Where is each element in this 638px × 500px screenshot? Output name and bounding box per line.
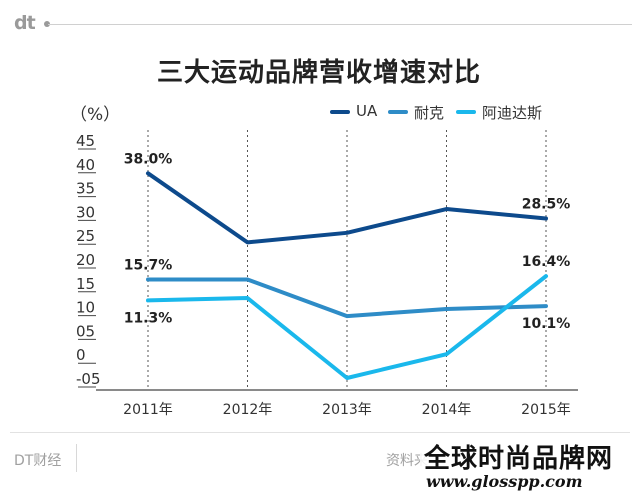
line-chart: 45 40 35 30 25 20 15 10 05 0 -05 2011年 2012年 2013年 201… (76, 130, 578, 418)
data-label: 38.0% (124, 151, 173, 167)
legend-label: 耐克 (414, 104, 445, 122)
series-line-1 (146, 277, 548, 319)
y-tick-label: 25 (76, 227, 95, 245)
watermark-logo: 全球时尚品牌网 www.glosspp.com (420, 438, 634, 494)
top-bar-line (48, 24, 632, 25)
series-line-0 (146, 171, 548, 245)
footer-separator (76, 444, 77, 472)
footer-source: 资料来 (386, 453, 428, 469)
y-tick-label: -05 (76, 370, 101, 388)
top-bar: dt (0, 12, 638, 36)
footer: DT财经 资料来 (0, 432, 638, 500)
data-label: 28.5% (522, 197, 571, 213)
y-tick-label: 05 (76, 322, 95, 340)
y-tick-label: 0 (76, 346, 86, 364)
legend-label: 阿迪达斯 (482, 104, 543, 122)
chart-title: 三大运动品牌营收增速对比 (156, 58, 481, 88)
y-tick-label: 30 (76, 203, 95, 221)
y-tick-label: 35 (76, 180, 95, 198)
legend-swatch (388, 110, 408, 114)
watermark-url: www.glosspp.com (426, 472, 583, 491)
y-tick-label: 45 (76, 132, 95, 150)
y-tick-label: 10 (76, 299, 95, 317)
watermark-name: 全球时尚品牌网 (424, 444, 614, 474)
y-tick-label: 20 (76, 251, 95, 269)
x-tick-label: 2015年 (521, 402, 571, 418)
footer-brand: DT财经 (14, 453, 62, 469)
x-tick-label: 2011年 (123, 402, 173, 418)
data-label: 10.1% (522, 316, 571, 332)
legend-swatch (330, 110, 350, 114)
legend-swatch (456, 110, 476, 114)
y-tick-label: 15 (76, 275, 95, 293)
x-tick-label: 2014年 (422, 402, 472, 418)
data-label: 11.3% (124, 310, 173, 326)
y-tick-label: 40 (76, 156, 95, 174)
top-bar-dot (44, 21, 50, 27)
y-axis-unit: （%） (70, 105, 121, 125)
data-label: 15.7% (124, 257, 173, 273)
footer-divider (10, 432, 630, 433)
data-label: 16.4% (522, 254, 571, 270)
x-tick-label: 2013年 (322, 402, 372, 418)
series-line-2 (146, 274, 548, 380)
legend-label: UA (356, 102, 378, 120)
x-tick-label: 2012年 (223, 402, 273, 418)
dt-logo: dt (14, 12, 36, 34)
